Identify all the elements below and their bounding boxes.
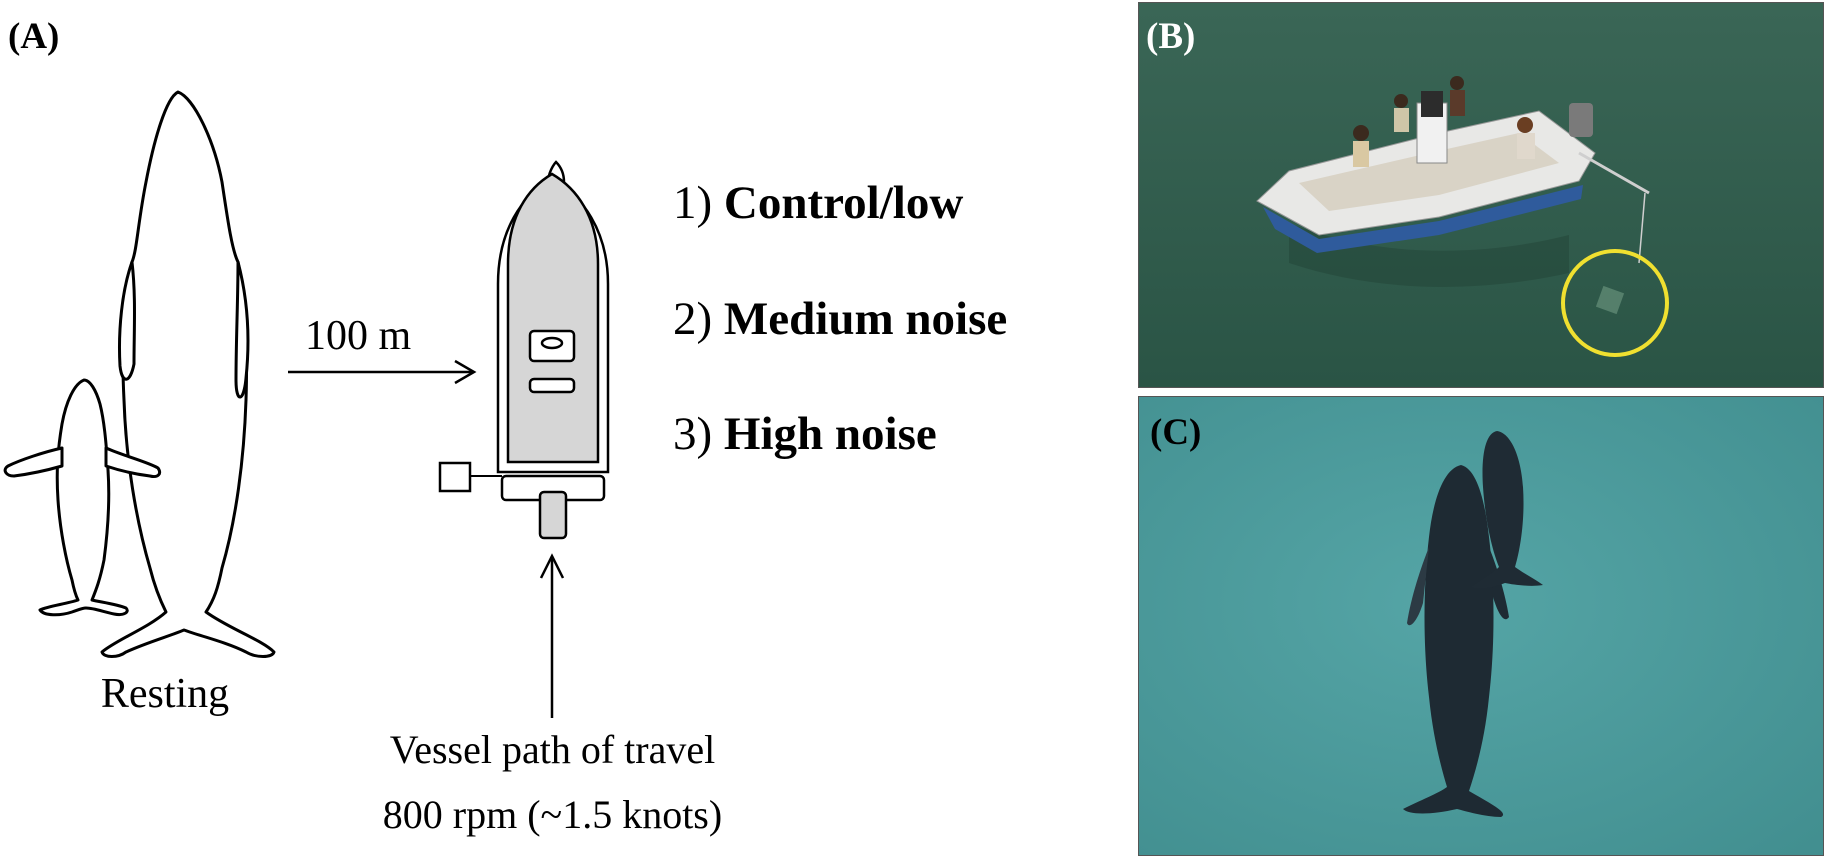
adult-whale-icon	[100, 90, 276, 658]
panel-b-photo	[1138, 2, 1824, 388]
condition-3: 3) High noise	[673, 411, 937, 458]
panel-b-label: (B)	[1146, 16, 1196, 57]
hydrophone-highlight-circle	[1561, 249, 1669, 357]
condition-1: 1) Control/low	[673, 180, 963, 227]
research-boat	[1256, 76, 1650, 264]
whale-state-label: Resting	[100, 671, 230, 717]
panel-c-label: (C)	[1150, 412, 1202, 453]
boat-photo-illustration	[1139, 3, 1823, 387]
panel-c-photo	[1138, 396, 1824, 856]
condition-2-number: 2)	[673, 293, 713, 345]
vessel-icon	[438, 160, 610, 540]
whales-photo-illustration	[1139, 397, 1823, 855]
condition-3-label: High noise	[723, 408, 937, 460]
calf-whale-icon	[3, 378, 162, 617]
condition-3-number: 3)	[673, 408, 713, 460]
panel-a-label: (A)	[8, 16, 60, 57]
distance-label: 100 m	[305, 313, 412, 359]
vessel-path-arrowhead	[539, 553, 565, 579]
distance-arrowhead	[454, 359, 477, 385]
calf-whale	[1471, 431, 1543, 589]
condition-1-label: Control/low	[723, 177, 964, 229]
condition-1-number: 1)	[673, 177, 713, 229]
condition-2: 2) Medium noise	[673, 296, 1007, 343]
panel-a-diagram	[3, 90, 610, 718]
vessel-path-line2: 800 rpm (~1.5 knots)	[382, 792, 723, 837]
vessel-path-line1: Vessel path of travel	[389, 727, 716, 772]
condition-2-label: Medium noise	[723, 293, 1008, 345]
